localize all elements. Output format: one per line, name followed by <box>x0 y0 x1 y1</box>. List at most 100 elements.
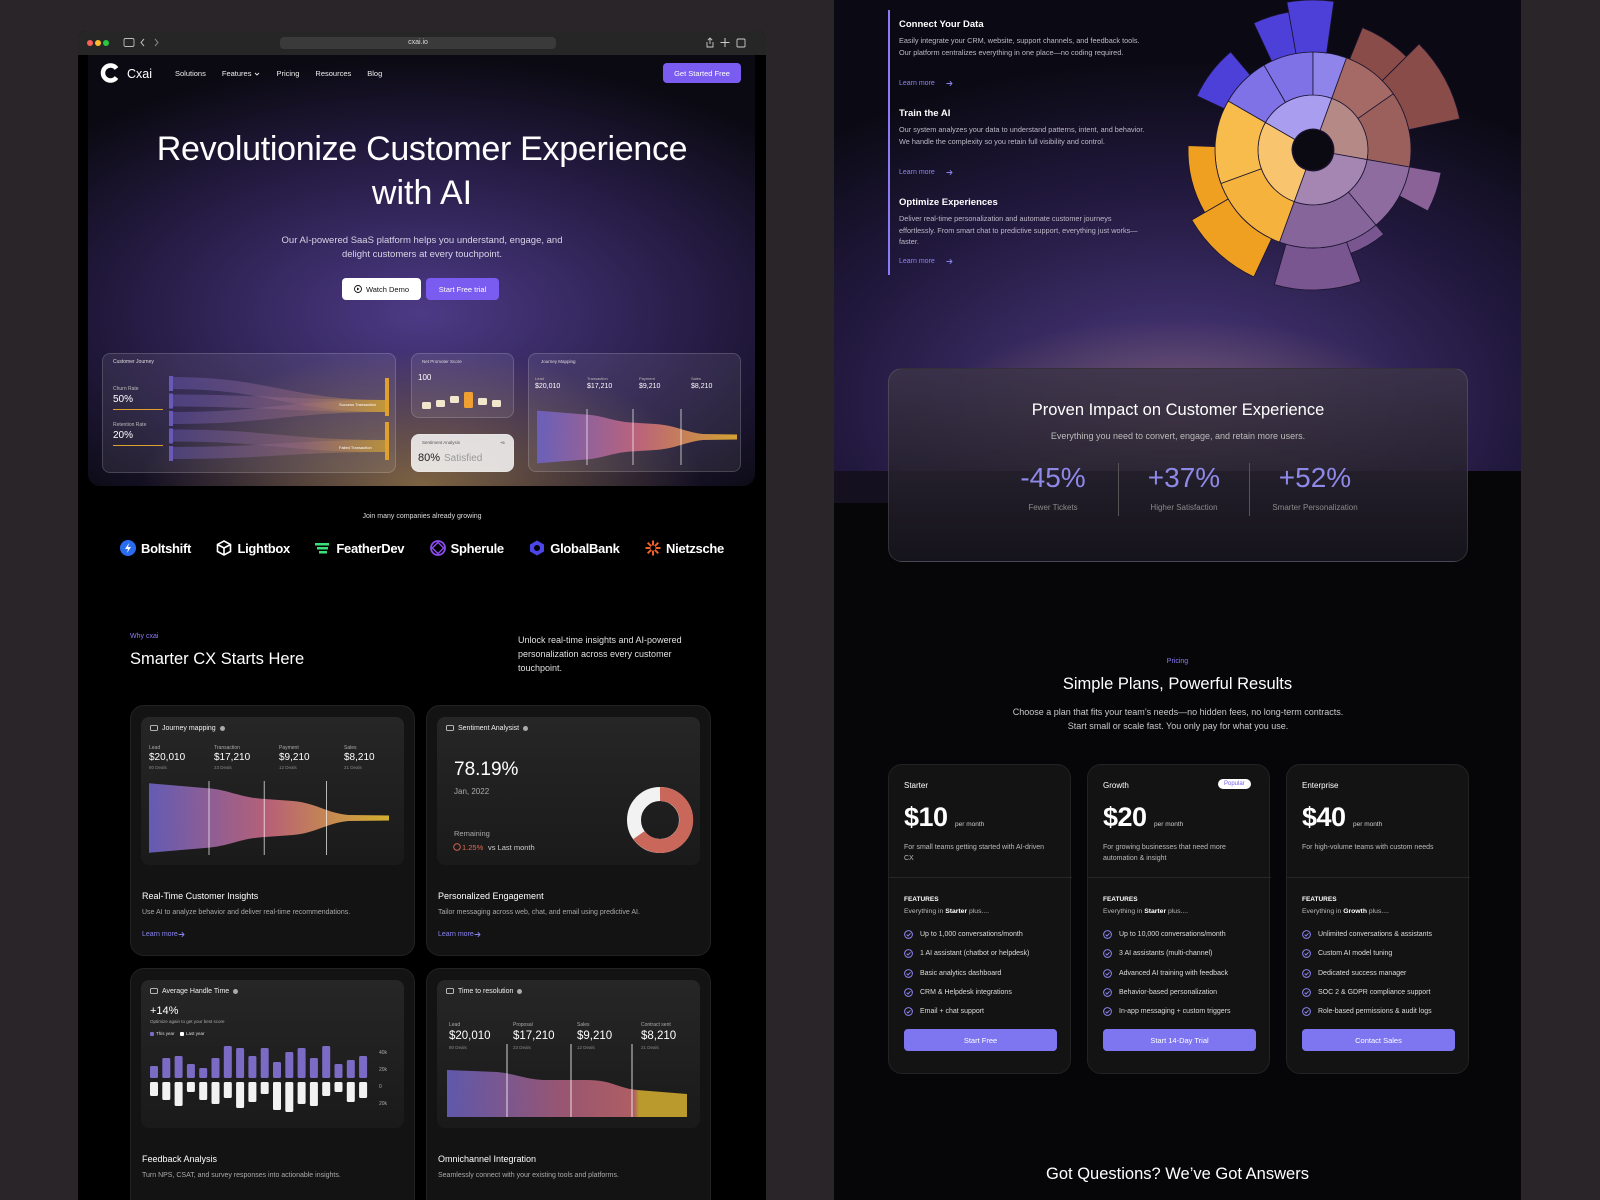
includes-suffix: plus.... <box>1168 908 1189 915</box>
bar-this-year <box>211 1058 220 1078</box>
logo-mark <box>125 543 131 553</box>
stage-label: Lead <box>149 745 161 751</box>
change-value: 1.25% <box>462 843 484 852</box>
logo-icon <box>100 63 119 83</box>
check-mark <box>906 1010 911 1014</box>
widget-panel: Journey mapping Lead $20,010 80 Deals Transa… <box>141 717 404 865</box>
nav-link[interactable]: Solutions <box>175 69 206 78</box>
nps-bars <box>422 392 501 409</box>
stage-value: $20,010 <box>149 752 186 763</box>
nps-bar <box>464 392 473 408</box>
legend-swatch <box>180 1032 184 1036</box>
logo-icon <box>645 540 661 556</box>
stage-value: $17,210 <box>214 752 251 763</box>
logo-icon <box>120 540 136 556</box>
plan-card: Starter $10 per month For small teams getti… <box>888 764 1072 1074</box>
step-text: Deliver real-time personalization and au… <box>899 214 1138 246</box>
share-icon <box>706 37 714 48</box>
nav-link[interactable]: Blog <box>367 69 383 78</box>
change-icon <box>453 843 461 851</box>
plan-price: $10 <box>904 802 948 832</box>
play-circle <box>354 285 362 293</box>
includes-line: Everything in Growth plus.... <box>1302 908 1389 915</box>
nav-link[interactable]: Pricing <box>276 69 300 78</box>
stat-label: Smarter Personalization <box>1272 503 1358 512</box>
check-circle <box>1302 1007 1311 1017</box>
window-dot <box>95 40 101 46</box>
widget-title: Net Promoter Score <box>422 359 462 364</box>
logo-mark <box>319 551 328 554</box>
address-bar: cxai.io <box>280 37 556 49</box>
check-mark <box>906 932 911 937</box>
toolbar-icons <box>706 37 746 48</box>
source-node <box>169 446 173 461</box>
nav-link[interactable]: Features <box>222 69 261 78</box>
plan-divider <box>1088 877 1271 878</box>
check-mark <box>906 971 911 976</box>
legend-swatch <box>150 1032 154 1036</box>
watch-demo-button[interactable]: Watch Demo <box>342 278 421 300</box>
stat-divider <box>1249 463 1250 516</box>
company-name: Nietzsche <box>665 540 724 556</box>
includes-plan: Growth <box>1343 908 1367 915</box>
features-heading: FEATURES <box>904 896 939 903</box>
cta-button[interactable]: Get Started Free <box>663 63 741 83</box>
bar-last-year <box>260 1082 269 1094</box>
url: cxai.io <box>408 39 428 46</box>
plan-cta[interactable]: Start Free <box>904 1029 1057 1051</box>
check-icon <box>1302 949 1311 959</box>
learn-more-link[interactable]: Learn more <box>899 258 935 265</box>
nps-widget: Net Promoter Score 100 <box>411 353 514 418</box>
bar-this-year <box>199 1068 208 1078</box>
plan-cta[interactable]: Start 14-Day Trial <box>1103 1029 1256 1051</box>
sunburst <box>1187 0 1461 291</box>
free-trial-button[interactable]: Start Free trial <box>426 278 499 300</box>
bar-last-year <box>211 1082 220 1104</box>
window-dot <box>103 40 109 46</box>
check-circle <box>1302 930 1311 939</box>
steps-line <box>888 10 890 275</box>
plan-period: per month <box>955 821 985 828</box>
check-mark <box>906 952 911 957</box>
bar-this-year <box>346 1060 355 1078</box>
company-logo: GlobalBank <box>529 540 620 556</box>
widget-icon <box>446 725 454 731</box>
arrow-icon <box>474 931 481 938</box>
widget-title: Sentiment Analysis <box>422 440 461 445</box>
bar-last-year <box>273 1082 281 1110</box>
stage-value: $17,210 <box>513 1030 555 1042</box>
learn-more-link[interactable]: Learn more <box>899 169 935 176</box>
check-circle <box>1302 968 1311 978</box>
stage-label: Sales <box>691 376 702 381</box>
feature-description: Seamlessly connect with your existing to… <box>438 1172 619 1179</box>
widget-title: Average Handle Time <box>162 988 230 995</box>
stat-label: Higher Satisfaction <box>1150 503 1218 512</box>
check-mark <box>1105 990 1110 995</box>
axis-label: 40k <box>379 1050 388 1056</box>
sunburst-segment <box>1398 166 1442 212</box>
bar-last-year <box>186 1082 195 1092</box>
widget-header: Average Handle Time <box>150 988 239 995</box>
plan-cta[interactable]: Contact Sales <box>1302 1029 1455 1051</box>
customer-journey-widget: Customer Journey Churn Rate 50% Retention R… <box>102 353 396 473</box>
check-circle <box>904 930 913 939</box>
includes-line: Everything in Starter plus.... <box>904 908 989 915</box>
learn-more-link[interactable]: Learn more <box>438 931 474 938</box>
learn-more-link[interactable]: Learn more <box>142 931 178 938</box>
stage-value: $17,210 <box>587 383 613 390</box>
learn-more-link[interactable]: Learn more <box>899 80 935 87</box>
check-icon <box>904 1007 913 1017</box>
icon-frame <box>150 988 158 994</box>
feature-description: Tailor messaging across web, chat, and e… <box>438 909 640 916</box>
faq-title: Got Questions? We’ve Got Answers <box>1046 1165 1309 1183</box>
logo-icon <box>315 543 330 554</box>
flow-shape <box>537 410 737 464</box>
bar-this-year <box>359 1056 368 1078</box>
check-circle <box>1103 1007 1112 1017</box>
arrow <box>946 80 953 87</box>
check-icon <box>904 930 913 939</box>
nav-link[interactable]: Resources <box>315 69 352 78</box>
check-icon <box>1103 949 1112 959</box>
check-icon <box>904 968 913 978</box>
section-title: Smarter CX Starts Here <box>130 650 305 668</box>
